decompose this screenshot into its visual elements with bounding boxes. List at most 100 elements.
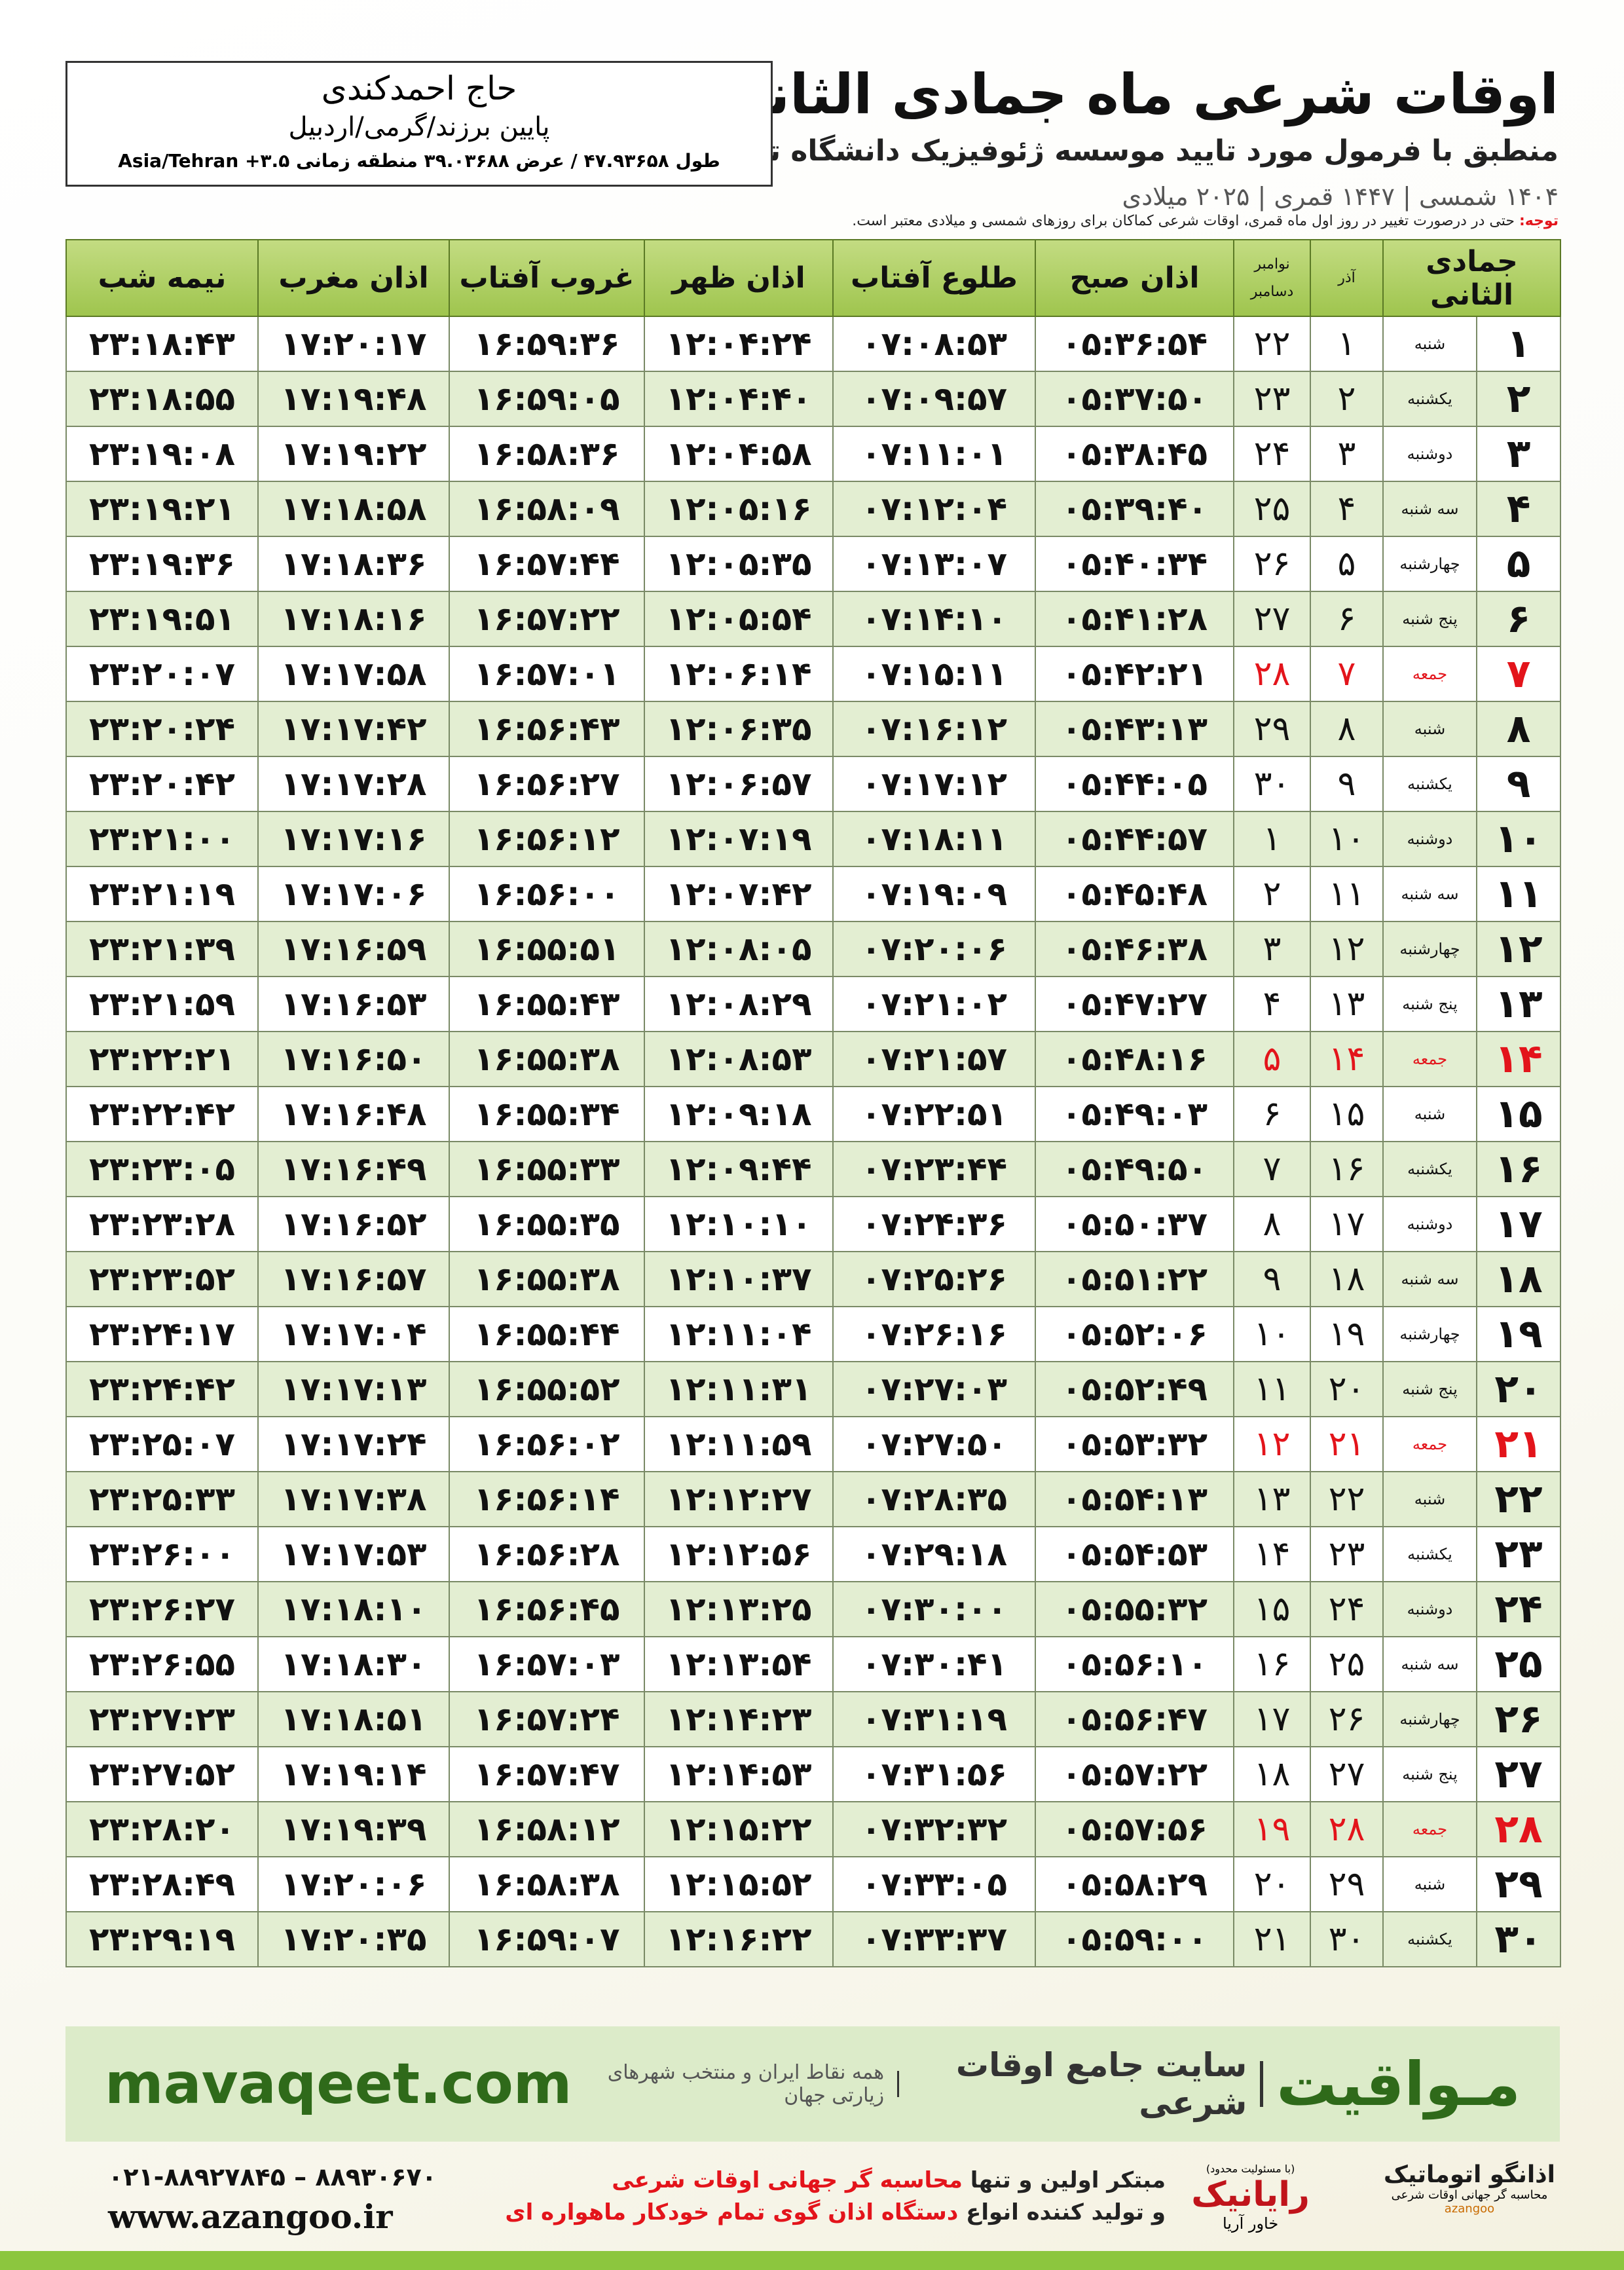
- sunrise: ۰۷:۳۰:۰۰: [832, 1581, 1036, 1637]
- sunrise: ۰۷:۲۵:۲۶: [832, 1251, 1036, 1307]
- gregorian-day: ۱۳: [1233, 1471, 1311, 1527]
- fajr: ۰۵:۴۷:۲۷: [1035, 976, 1234, 1032]
- shamsi-day: ۱۸: [1310, 1251, 1384, 1307]
- gregorian-day: ۸: [1233, 1196, 1311, 1252]
- shamsi-day: ۱۴: [1310, 1031, 1384, 1087]
- fajr: ۰۵:۴۴:۵۷: [1035, 811, 1234, 867]
- weekday: یکشنبه: [1382, 1141, 1478, 1197]
- maghrib: ۱۷:۱۶:۵۳: [257, 976, 450, 1032]
- dhuhr: ۱۲:۱۶:۲۲: [644, 1911, 834, 1967]
- sunset: ۱۶:۵۷:۰۱: [449, 646, 645, 702]
- midnight: ۲۳:۲۵:۳۳: [65, 1471, 259, 1527]
- maghrib: ۱۷:۱۷:۵۸: [257, 646, 450, 702]
- weekday: دوشنبه: [1382, 426, 1478, 482]
- midnight: ۲۳:۲۴:۴۲: [65, 1361, 259, 1417]
- hijri-day: ۲۷: [1476, 1746, 1562, 1802]
- header-cell: اذان صبح: [1035, 239, 1234, 317]
- location-box: حاج احمدکندی پایین برزند/گرمی/اردبیل طول…: [65, 61, 773, 187]
- sunrise: ۰۷:۳۳:۳۷: [832, 1911, 1036, 1967]
- table-row: ۲۵ سه شنبه ۲۵ ۱۶ ۰۵:۵۶:۱۰ ۰۷:۳۰:۴۱ ۱۲:۱۳:۵۴ ۱۶:…: [65, 1636, 1562, 1692]
- fajr: ۰۵:۵۲:۰۶: [1035, 1306, 1234, 1362]
- sunset: ۱۶:۵۷:۲۴: [449, 1691, 645, 1747]
- note-text: حتی در درصورت تغییر در روز اول ماه قمری،…: [852, 213, 1515, 229]
- shamsi-day: ۱۳: [1310, 976, 1384, 1032]
- hijri-day: ۸: [1476, 701, 1562, 757]
- weekday: سه شنبه: [1382, 1636, 1478, 1692]
- location-path: پایین برزند/گرمی/اردبیل: [288, 112, 550, 142]
- sunset: ۱۶:۵۸:۱۲: [449, 1801, 645, 1857]
- header-cell: طلوع آفتاب: [832, 239, 1036, 317]
- maghrib: ۱۷:۱۷:۳۸: [257, 1471, 450, 1527]
- gregorian-day: ۳۰: [1233, 756, 1311, 812]
- gregorian-day: ۴: [1233, 976, 1311, 1032]
- table-row: ۵ چهارشنبه ۵ ۲۶ ۰۵:۴۰:۳۴ ۰۷:۱۳:۰۷ ۱۲:۰۵:۳۵ ۱۶:۵…: [65, 536, 1562, 592]
- table-row: ۲۴ دوشنبه ۲۴ ۱۵ ۰۵:۵۵:۳۲ ۰۷:۳۰:۰۰ ۱۲:۱۳:۲۵ ۱۶:۵…: [65, 1581, 1562, 1637]
- years: ۱۴۰۴ شمسی | ۱۴۴۷ قمری | ۲۰۲۵ میلادی: [1122, 182, 1559, 211]
- sunrise: ۰۷:۲۲:۵۱: [832, 1086, 1036, 1142]
- midnight: ۲۳:۲۲:۲۱: [65, 1031, 259, 1087]
- table-row: ۲۳ یکشنبه ۲۳ ۱۴ ۰۵:۵۴:۵۳ ۰۷:۲۹:۱۸ ۱۲:۱۲:۵۶ ۱۶:۵…: [65, 1526, 1562, 1582]
- maghrib: ۱۷:۱۸:۳۶: [257, 536, 450, 592]
- sunset: ۱۶:۵۵:۳۳: [449, 1141, 645, 1197]
- gregorian-day: ۲۸: [1233, 646, 1311, 702]
- prayer-table: جمادی الثانی آذر نوامبر دسامبر اذان صبح ط…: [65, 239, 1562, 1967]
- hijri-day: ۲۰: [1476, 1361, 1562, 1417]
- website[interactable]: www.azangoo.ir: [108, 2197, 393, 2236]
- fajr: ۰۵:۵۳:۳۲: [1035, 1416, 1234, 1472]
- sunrise: ۰۷:۱۲:۰۴: [832, 481, 1036, 537]
- sunset: ۱۶:۵۹:۰۵: [449, 371, 645, 427]
- sunset: ۱۶:۵۷:۴۷: [449, 1746, 645, 1802]
- table-row: ۳۰ یکشنبه ۳۰ ۲۱ ۰۵:۵۹:۰۰ ۰۷:۳۳:۳۷ ۱۲:۱۶:۲۲ ۱۶:۵…: [65, 1911, 1562, 1967]
- hijri-day: ۲۹: [1476, 1856, 1562, 1912]
- fajr: ۰۵:۳۹:۴۰: [1035, 481, 1234, 537]
- maghrib: ۱۷:۱۹:۴۸: [257, 371, 450, 427]
- maghrib: ۱۷:۱۶:۵۰: [257, 1031, 450, 1087]
- shamsi-day: ۲۴: [1310, 1581, 1384, 1637]
- dhuhr: ۱۲:۰۷:۴۲: [644, 866, 834, 922]
- gregorian-day: ۳: [1233, 921, 1311, 977]
- sunrise: ۰۷:۱۳:۰۷: [832, 536, 1036, 592]
- gregorian-day: ۶: [1233, 1086, 1311, 1142]
- gregorian-day: ۱۶: [1233, 1636, 1311, 1692]
- sunset: ۱۶:۵۷:۰۳: [449, 1636, 645, 1692]
- dhuhr: ۱۲:۱۲:۵۶: [644, 1526, 834, 1582]
- midnight: ۲۳:۲۶:۲۷: [65, 1581, 259, 1637]
- banner-brand: مـواقیت: [1276, 2049, 1521, 2119]
- dhuhr: ۱۲:۰۸:۵۳: [644, 1031, 834, 1087]
- sunset: ۱۶:۵۹:۳۶: [449, 316, 645, 372]
- maghrib: ۱۷:۱۶:۵۲: [257, 1196, 450, 1252]
- fajr: ۰۵:۵۲:۴۹: [1035, 1361, 1234, 1417]
- logo-rayanik: (با مسئولیت محدود) رایانیک خاور آریا: [1191, 2163, 1310, 2233]
- maghrib: ۱۷:۱۸:۵۱: [257, 1691, 450, 1747]
- gregorian-day: ۱۴: [1233, 1526, 1311, 1582]
- shamsi-day: ۲۷: [1310, 1746, 1384, 1802]
- banner-url[interactable]: mavaqeet.com: [105, 2051, 572, 2117]
- location-coords: طول ۴۷.۹۳۶۵۸ / عرض ۳۹.۰۳۶۸۸ منطقه زمانی …: [118, 150, 720, 172]
- logo-sub: محاسبه گر جهانی اوقات شرعی: [1391, 2188, 1548, 2202]
- sunrise: ۰۷:۱۵:۱۱: [832, 646, 1036, 702]
- sunset: ۱۶:۵۷:۴۴: [449, 536, 645, 592]
- sunrise: ۰۷:۰۸:۵۳: [832, 316, 1036, 372]
- bottom-bar: [0, 2251, 1624, 2270]
- header-cell: نوامبر دسامبر: [1233, 239, 1311, 317]
- shamsi-day: ۷: [1310, 646, 1384, 702]
- shamsi-day: ۱۰: [1310, 811, 1384, 867]
- sunrise: ۰۷:۰۹:۵۷: [832, 371, 1036, 427]
- sunset: ۱۶:۵۸:۳۸: [449, 1856, 645, 1912]
- midnight: ۲۳:۱۸:۴۳: [65, 316, 259, 372]
- hijri-day: ۱۰: [1476, 811, 1562, 867]
- table-row: ۲۱ جمعه ۲۱ ۱۲ ۰۵:۵۳:۳۲ ۰۷:۲۷:۵۰ ۱۲:۱۱:۵۹ ۱۶:۵۶:…: [65, 1416, 1562, 1472]
- midnight: ۲۳:۲۰:۲۴: [65, 701, 259, 757]
- maghrib: ۱۷:۱۷:۰۶: [257, 866, 450, 922]
- midnight: ۲۳:۲۱:۵۹: [65, 976, 259, 1032]
- gregorian-day: ۲۶: [1233, 536, 1311, 592]
- footer-text-red: دستگاه اذان گوی تمام خودکار ماهواره ای: [505, 2199, 959, 2226]
- sunrise: ۰۷:۲۰:۰۶: [832, 921, 1036, 977]
- sunset: ۱۶:۵۶:۰۰: [449, 866, 645, 922]
- dhuhr: ۱۲:۰۵:۳۵: [644, 536, 834, 592]
- sunrise: ۰۷:۱۸:۱۱: [832, 811, 1036, 867]
- table-row: ۱۷ دوشنبه ۱۷ ۸ ۰۵:۵۰:۳۷ ۰۷:۲۴:۳۶ ۱۲:۱۰:۱۰ ۱۶:۵۵…: [65, 1196, 1562, 1252]
- hijri-day: ۱۵: [1476, 1086, 1562, 1142]
- sunrise: ۰۷:۱۷:۱۲: [832, 756, 1036, 812]
- gregorian-day: ۲: [1233, 866, 1311, 922]
